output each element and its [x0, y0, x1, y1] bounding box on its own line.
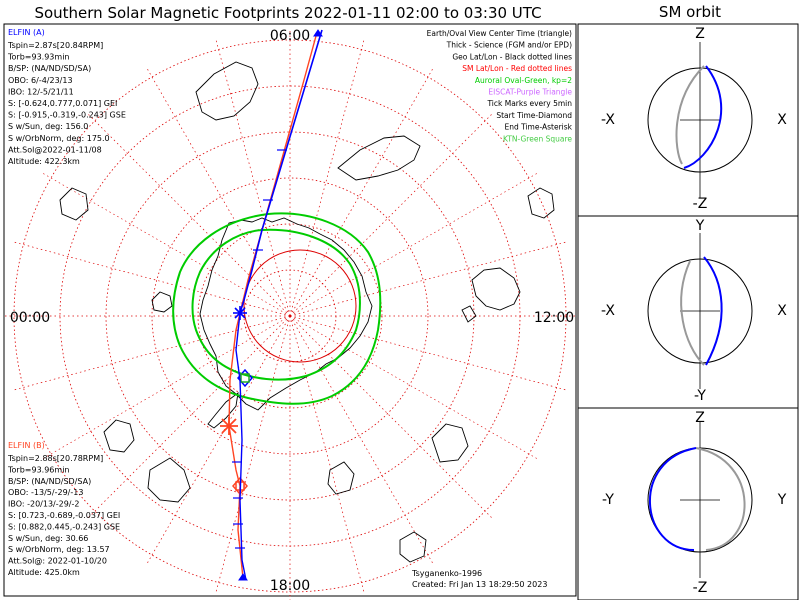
elfin-b-info: ELFIN (B) Tspin=2.88s[20.78RPM] Torb=93.9…: [7, 441, 120, 577]
sm-lon-line: [146, 68, 291, 317]
elfin-a-footprint: [239, 29, 323, 314]
info-line: Tspin=2.87s[20.84RPM]: [7, 41, 103, 50]
info-line: OBO: 6/-4/23/13: [8, 76, 73, 85]
orbit-b-path: [695, 447, 746, 551]
elfin-b-name: ELFIN (B): [8, 441, 45, 450]
figure-title: Southern Solar Magnetic Footprints 2022-…: [34, 4, 541, 22]
orbit-axis-bottom: -Z: [693, 580, 708, 596]
elfin-a-view-center-triangle: [238, 29, 323, 581]
orbit-title: SM orbit: [659, 3, 721, 21]
orbit-axis-top: Y: [695, 218, 705, 234]
sm-lon-line: [289, 241, 567, 317]
clock-label-left: 00:00: [10, 310, 50, 326]
sm-lon-line: [289, 315, 538, 460]
coastlines: [59, 61, 555, 563]
info-line: S w/Sun, deg: 30.66: [8, 534, 88, 543]
ktn-green-square: [240, 373, 250, 383]
legend-entry: KTN-Green Square: [503, 134, 572, 143]
elfin-a-footprint-extension: [235, 312, 247, 581]
sm-lon-line: [289, 315, 434, 564]
info-line: IBO: 12/-5/21/11: [8, 87, 74, 96]
orbit-axis-bottom: -Y: [694, 388, 706, 404]
orbit-axis-left: -X: [601, 112, 615, 128]
orbit-a-path: [649, 447, 697, 551]
info-line: Att.Sol@2022-01-11/08: [8, 145, 102, 154]
info-line: IBO: -20/13/-29/-2: [8, 500, 79, 509]
info-line: Torb=93.96min: [7, 465, 69, 474]
polar-map: [4, 29, 576, 602]
sm-lon-line: [87, 315, 291, 519]
orbit-axis-bottom: -Z: [693, 196, 708, 212]
orbit-axis-top: Z: [695, 410, 705, 426]
sm-grid: [4, 30, 576, 602]
legend-entry: Geo Lat/Lon - Black dotted lines: [452, 52, 572, 61]
orbit-axis-top: Z: [695, 26, 705, 42]
legend-entry: SM Lat/Lon - Red dotted lines: [462, 64, 572, 73]
sm-lat-circle: [197, 223, 383, 409]
orbit-b-path: [675, 65, 705, 165]
info-line: S: [0.723,-0.689,-0.037] GEI: [8, 511, 120, 520]
orbit-panel-2: Y -Y -X X: [577, 215, 799, 409]
legend-entry: Auroral Oval-Green, kp=2: [475, 76, 572, 85]
orbit-panel-1: Z -Z -X X: [577, 23, 799, 217]
info-line: Altitude: 425.0km: [8, 568, 80, 577]
orbit-panel-3: Z -Z -Y Y: [577, 407, 799, 601]
auroral-oval-outer: [172, 212, 382, 405]
info-line: S w/Sun, deg: 156.0: [8, 122, 88, 131]
sm-lat-circle: [105, 131, 475, 501]
sm-lon-line: [289, 68, 434, 317]
clock-label-bottom: 18:00: [270, 578, 310, 594]
orbit-axis-left: -X: [601, 303, 615, 319]
info-line: B/SP: (NA/ND/SD/SA): [8, 477, 91, 486]
elfin-a-info: ELFIN (A) Tspin=2.87s[20.84RPM] Torb=93.9…: [7, 28, 126, 166]
sm-lon-line: [146, 315, 291, 564]
orbit-panels: Z -Z -X X Y -Y -X X Z -Z -Y Y: [577, 23, 799, 601]
clock-label-right: 12:00: [534, 310, 574, 326]
clock-label-top: 06:00: [270, 28, 310, 44]
orbit-axis-right: X: [777, 112, 787, 128]
orbit-axis-right: X: [777, 303, 787, 319]
sm-lon-line: [215, 39, 291, 317]
sm-lon-line: [289, 315, 567, 391]
auroral-oval: [172, 212, 382, 405]
info-line: Altitude: 422.3km: [8, 157, 80, 166]
map-legend: Earth/Oval View Center Time (triangle) Th…: [427, 29, 573, 143]
sm-lon-line: [42, 315, 291, 460]
orbit-axis-right: Y: [777, 492, 787, 508]
info-line: S: [-0.624,0.777,0.071] GEI: [8, 99, 117, 108]
sm-lon-line: [289, 113, 493, 317]
info-line: B/SP: (NA/ND/SD/SA): [8, 64, 91, 73]
created-timestamp: Created: Fri Jan 13 18:29:50 2023: [412, 580, 547, 589]
orbit-a-path: [703, 256, 723, 366]
elfin-b-end-asterisk: [220, 417, 238, 435]
sm-lat-circle: [151, 177, 429, 455]
elfin-a-name: ELFIN (A): [8, 28, 45, 37]
sm-lon-line: [289, 315, 493, 519]
info-line: S: [-0.915,-0.319,-0.243] GSE: [8, 111, 126, 120]
info-line: OBO: -13/5/-29/-13: [8, 488, 83, 497]
pole-reference-circle: [243, 249, 357, 363]
legend-entry: EISCAT-Purple Triangle: [488, 88, 572, 97]
auroral-oval-inner: [191, 228, 361, 381]
info-line: Tspin=2.88s[20.78RPM]: [7, 454, 103, 463]
info-line: Torb=93.93min: [7, 53, 69, 62]
info-line: S: [0.882,0.445,-0.243] GSE: [8, 522, 120, 531]
legend-entry: Tick Marks every 5min: [486, 99, 572, 108]
orbit-a-path: [683, 65, 723, 169]
legend-entry: Earth/Oval View Center Time (triangle): [427, 29, 572, 38]
info-line: S w/OrbNorm, deg: 13.57: [8, 545, 110, 554]
legend-entry: Start Time-Diamond: [496, 111, 572, 120]
orbit-axis-left: -Y: [602, 492, 614, 508]
legend-entry: End Time-Asterisk: [504, 123, 572, 132]
legend-entry: Thick - Science (FGM and/or EPD): [446, 41, 572, 50]
orbit-b-path: [680, 260, 705, 366]
sm-lon-line: [289, 315, 365, 593]
model-credit: Tsyganenko-1996: [411, 569, 482, 578]
info-line: Att.Sol@: 2022-01-10/20: [8, 557, 107, 566]
info-line: S w/OrbNorm, deg: 175.0: [8, 134, 110, 143]
